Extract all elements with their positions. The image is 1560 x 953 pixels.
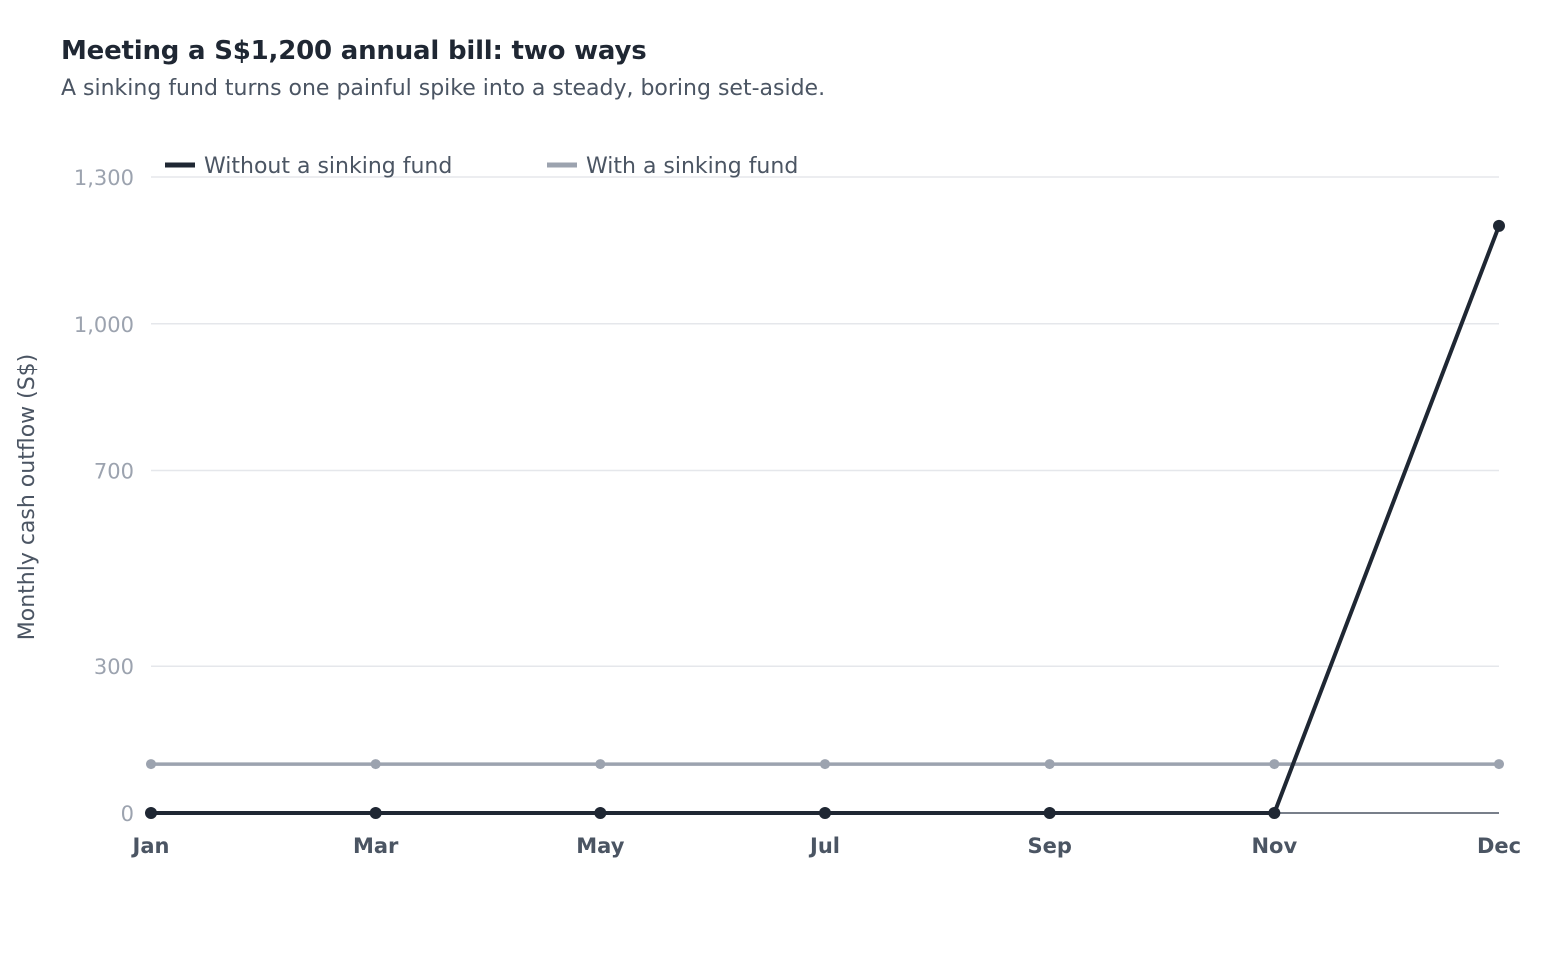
data-point [595, 759, 606, 770]
y-tick-label: 1,300 [74, 166, 134, 190]
series-without-sinking-fund [145, 219, 1505, 819]
y-tick-label: 1,000 [74, 313, 134, 337]
data-point [820, 759, 830, 770]
x-tick-label: Jan [131, 834, 170, 858]
x-tick-label: Nov [1251, 834, 1297, 858]
y-axis-label: Monthly cash outflow (S$) [15, 354, 40, 641]
x-tick-label: Mar [353, 834, 399, 858]
data-point [146, 759, 156, 770]
x-tick-label: Sep [1027, 834, 1071, 858]
chart-title: Meeting a S$1,200 annual bill: two ways [61, 36, 647, 66]
x-tick-label: May [576, 834, 624, 858]
y-axis-ticks: 0 300 700 1,000 1,300 [74, 166, 134, 826]
data-point [1044, 759, 1055, 770]
y-tick-label: 300 [94, 655, 134, 679]
series-line [151, 225, 1501, 815]
data-point [1494, 759, 1504, 770]
data-point [594, 807, 607, 819]
series-with-sinking-fund [146, 759, 1504, 770]
y-tick-label: 700 [94, 460, 134, 484]
data-point [145, 807, 157, 819]
chart-subtitle: A sinking fund turns one painful spike i… [61, 76, 826, 101]
y-tick-label: 0 [121, 802, 134, 826]
x-axis-ticks: Jan Mar May Jul Sep Nov Dec [131, 834, 1522, 858]
legend-label: With a sinking fund [586, 154, 798, 179]
data-point [1493, 219, 1505, 232]
data-point [1268, 807, 1281, 819]
data-point [819, 807, 831, 819]
legend-item: With a sinking fund [547, 154, 798, 179]
data-point [369, 807, 382, 819]
data-point [370, 759, 381, 770]
series-layer [145, 219, 1505, 819]
legend-label: Without a sinking fund [204, 154, 452, 179]
gridlines [151, 176, 1499, 667]
data-point [1269, 759, 1280, 770]
legend-item: Without a sinking fund [165, 154, 452, 179]
x-tick-label: Jul [808, 834, 840, 858]
data-point [1043, 807, 1056, 819]
legend: Without a sinking fund With a sinking fun… [165, 154, 798, 179]
x-tick-label: Dec [1477, 834, 1521, 858]
